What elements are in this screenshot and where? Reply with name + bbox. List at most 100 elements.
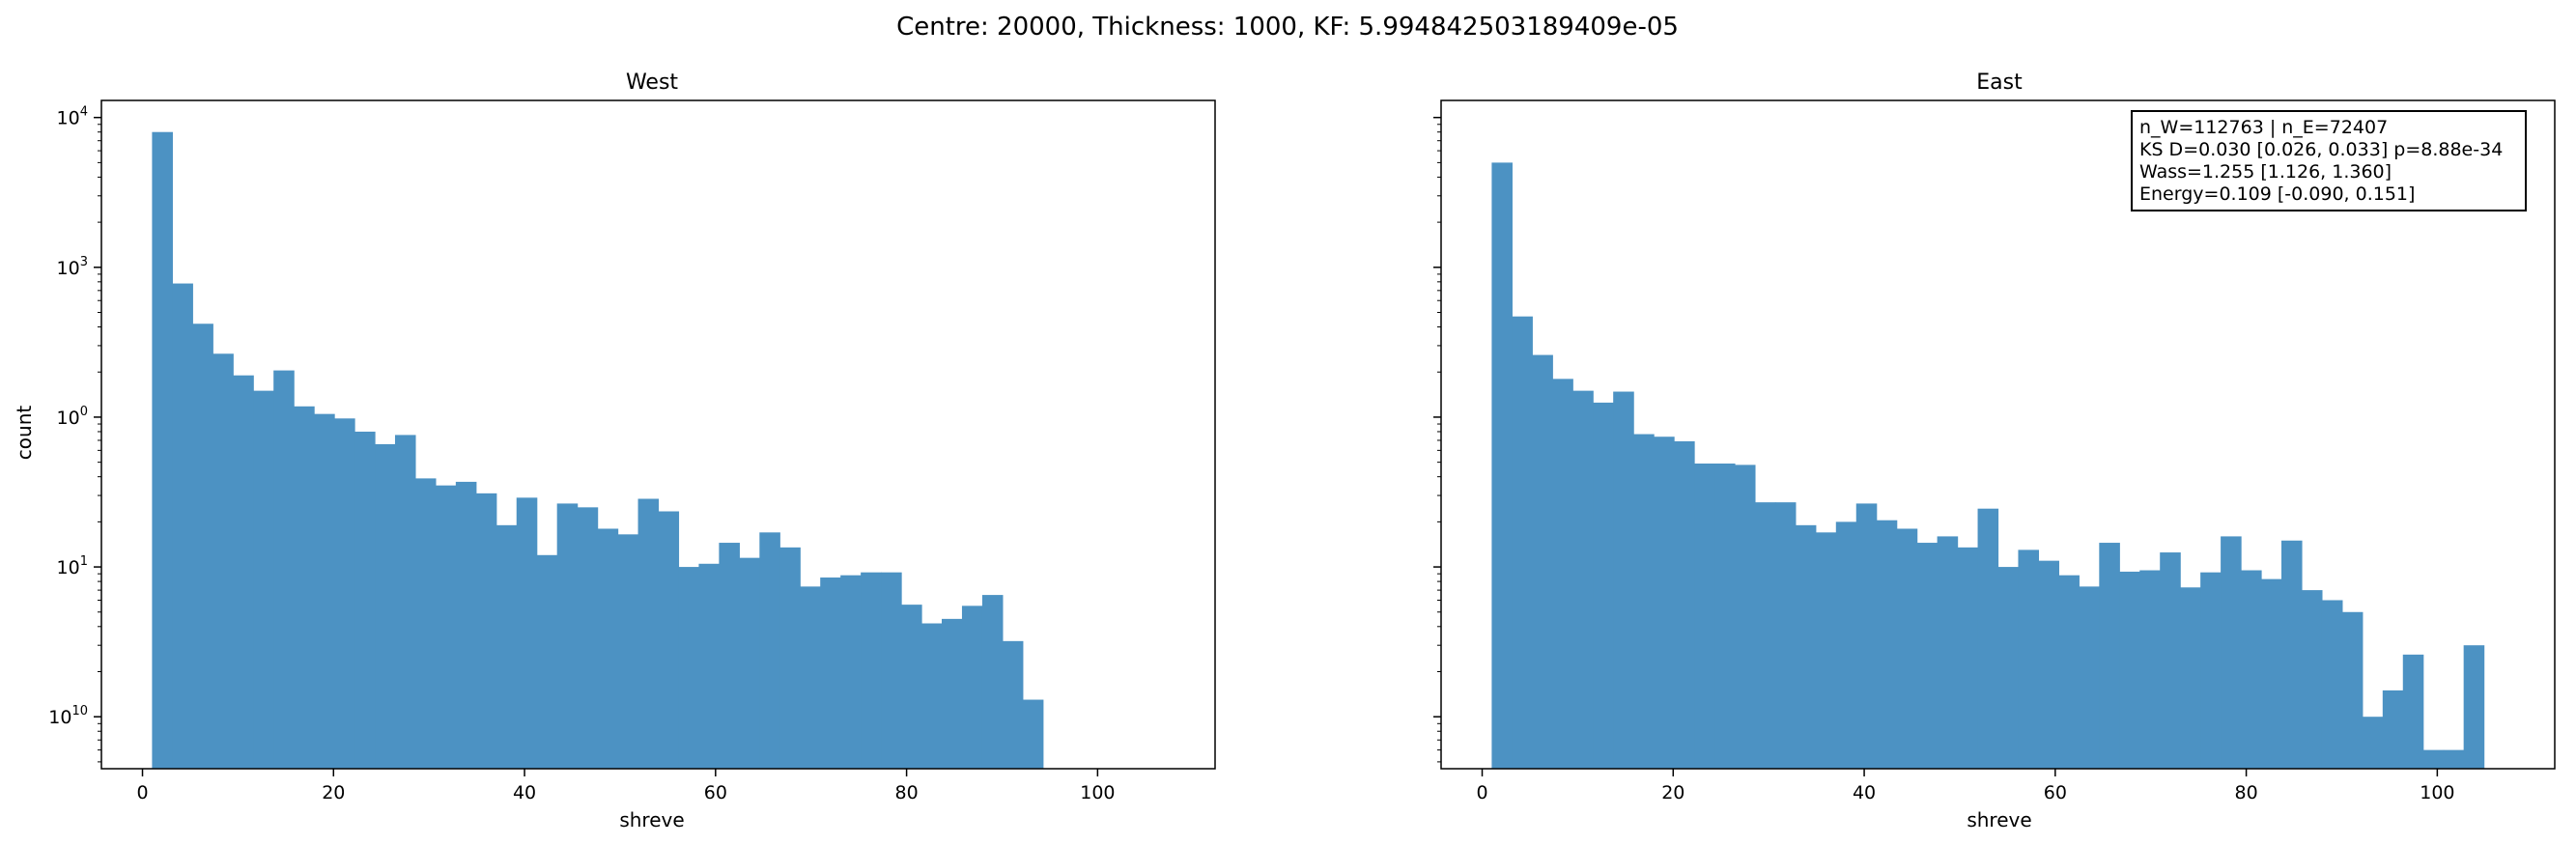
west-bar [617, 534, 639, 769]
west-bar [698, 563, 720, 769]
east-bar [1835, 521, 1857, 769]
west-bar [1022, 699, 1044, 769]
east-bar [2038, 560, 2059, 769]
west-bar [658, 511, 680, 769]
east-bar [1734, 465, 1756, 769]
west-title: West [626, 70, 678, 95]
east-bar [1694, 464, 1715, 769]
east-bar [2180, 587, 2201, 769]
west-bar [354, 431, 376, 769]
east-bar [2018, 549, 2040, 769]
west-x-axis: 0 20 40 60 80 100 [136, 769, 1116, 803]
east-bar [2139, 570, 2161, 769]
stats-annotation: n_W=112763 | n_E=72407 KS D=0.030 [0.026… [2131, 110, 2527, 211]
west-panel: West 0 20 40 60 80 100 1010 101 100 103 104 shrev… [13, 70, 1216, 831]
west-bar [840, 575, 862, 769]
east-bar [2200, 572, 2222, 769]
west-bar [577, 507, 599, 769]
west-bar [820, 577, 841, 769]
east-bar [1916, 543, 1939, 769]
west-plot-frame [100, 99, 1216, 770]
west-x-tick-label: 0 [136, 782, 148, 803]
stats-line-energy: Energy=0.109 [-0.090, 0.151] [2139, 183, 2415, 205]
west-bar [759, 532, 780, 769]
west-bar [739, 557, 760, 769]
west-y-axis: 1010 101 100 103 104 [48, 105, 101, 763]
stats-line-wass: Wass=1.255 [1.126, 1.360] [2139, 161, 2392, 183]
figure-suptitle: Centre: 20000, Thickness: 1000, KF: 5.99… [896, 13, 1679, 42]
east-x-axis: 0 20 40 60 80 100 [1476, 769, 2455, 803]
stats-line-ks: KS D=0.030 [0.026, 0.033] p=8.88e-34 [2139, 139, 2503, 160]
east-bar [1593, 402, 1614, 769]
west-x-tick-label: 40 [513, 782, 536, 803]
east-x-tick-label: 100 [2420, 782, 2454, 803]
west-y-tick-label: 1010 [48, 704, 88, 728]
east-x-label: shreve [1967, 808, 2031, 831]
west-bar [861, 572, 882, 769]
west-bars [152, 131, 1044, 769]
west-bar [314, 413, 335, 769]
east-bar [1997, 567, 2020, 769]
west-bar [678, 567, 700, 769]
west-bar [981, 595, 1004, 769]
west-bar [779, 547, 801, 769]
east-y-axis [1433, 116, 1441, 763]
east-bar [2463, 645, 2485, 769]
west-bar [294, 406, 315, 769]
east-bar [1552, 379, 1573, 769]
east-bar [1512, 316, 1533, 769]
east-bar [2280, 540, 2303, 769]
east-bar [2443, 749, 2465, 769]
east-bar [2301, 590, 2323, 769]
east-bar [1572, 390, 1594, 769]
west-bar [921, 623, 943, 769]
east-panel: East 0 20 40 60 80 100 shreve n_W=112763 | n_… [1433, 70, 2556, 831]
west-bar [901, 605, 922, 769]
west-bar [253, 390, 274, 769]
east-bar [2079, 586, 2100, 769]
east-x-tick-label: 60 [2044, 782, 2067, 803]
west-bar [881, 572, 902, 769]
west-bar [435, 485, 457, 769]
west-bar [536, 554, 558, 769]
east-x-tick-label: 40 [1853, 782, 1876, 803]
east-bar [2422, 749, 2445, 769]
west-bar [172, 283, 193, 769]
west-bar [192, 324, 213, 769]
west-bar [233, 375, 254, 769]
west-bar [556, 503, 579, 769]
east-bar [1613, 391, 1634, 769]
east-bar [1977, 508, 1999, 769]
east-bar [2160, 552, 2181, 769]
east-bar [2321, 600, 2343, 769]
east-x-tick-label: 0 [1476, 782, 1487, 803]
west-bar [475, 493, 497, 769]
west-bar [637, 498, 660, 769]
west-bar [455, 481, 477, 769]
west-y-tick-label: 101 [57, 554, 88, 578]
west-bar [597, 528, 619, 769]
stats-line-counts: n_W=112763 | n_E=72407 [2139, 117, 2388, 138]
west-bar [800, 586, 821, 769]
east-bar [1937, 536, 1959, 769]
west-y-tick-label: 103 [57, 255, 88, 279]
west-bar [961, 606, 983, 769]
east-bar [2119, 571, 2140, 769]
east-bar [1754, 502, 1776, 769]
east-bar [2221, 536, 2242, 769]
west-y-label: count [13, 406, 36, 461]
stats-annotation-box [2131, 110, 2527, 211]
east-bar [2402, 654, 2424, 769]
east-bar [1815, 532, 1837, 769]
west-x-tick-label: 20 [322, 782, 345, 803]
east-bar [1896, 528, 1918, 769]
east-bar [1491, 162, 1513, 769]
east-bar [2341, 611, 2364, 769]
west-x-tick-label: 60 [704, 782, 727, 803]
west-bar [941, 618, 963, 769]
east-title: East [1976, 70, 2023, 95]
east-bar [1795, 524, 1817, 769]
west-x-tick-label: 100 [1080, 782, 1115, 803]
west-x-tick-label: 80 [895, 782, 919, 803]
